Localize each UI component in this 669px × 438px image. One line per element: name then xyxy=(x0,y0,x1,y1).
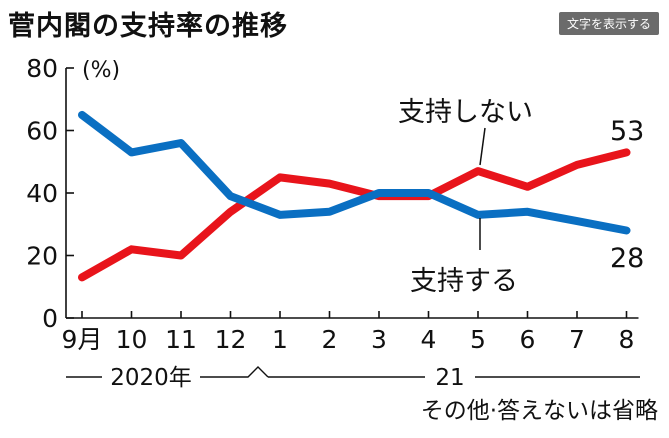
annotation-leader-disapprove xyxy=(479,127,486,166)
show-text-button[interactable]: 文字を表示する xyxy=(558,12,659,35)
x-tick-label: 10 xyxy=(116,325,148,354)
x-tick-label: 6 xyxy=(520,325,536,354)
x-tick-label: 8 xyxy=(619,325,635,354)
chart-title: 菅内閣の支持率の推移 xyxy=(8,11,288,42)
x-tick-label: 5 xyxy=(470,325,486,354)
year-label-2021: 21 xyxy=(435,365,464,391)
x-tick-label: 7 xyxy=(569,325,585,354)
y-tick-label: 20 xyxy=(26,242,58,271)
axes xyxy=(65,67,639,319)
series-line-disapprove xyxy=(78,148,631,282)
series-label-approve: 支持する xyxy=(410,266,518,297)
series-lines xyxy=(78,110,631,282)
y-tick-labels: 0 20 40 60 80 xyxy=(26,54,58,333)
end-value-disapprove: 53 xyxy=(610,116,644,147)
x-tick-label: 11 xyxy=(165,325,197,354)
y-tick-label: 40 xyxy=(26,179,58,208)
year-labels: 2020年 21 xyxy=(66,365,640,391)
series-annotations: 支持しない 支持する 53 28 xyxy=(398,97,644,297)
x-tick-label: 1 xyxy=(272,325,288,354)
series-label-disapprove: 支持しない xyxy=(398,97,533,128)
x-tick-label: 3 xyxy=(371,325,387,354)
footnote: その他·答えないは省略 xyxy=(421,398,658,424)
series-line-approve xyxy=(78,110,631,235)
y-tick-label: 0 xyxy=(42,304,58,333)
end-value-approve: 28 xyxy=(610,243,644,274)
x-tick-label: 2 xyxy=(322,325,338,354)
x-tick-labels: 9月 10 11 12 1 2 3 4 5 6 7 8 xyxy=(62,325,635,354)
x-tick-label: 12 xyxy=(215,325,247,354)
y-axis-unit: (%) xyxy=(82,58,120,83)
x-tick-label: 9月 xyxy=(62,325,103,354)
year-line-left-b xyxy=(200,366,269,378)
y-tick-label: 60 xyxy=(26,117,58,146)
year-label-2020: 2020年 xyxy=(110,365,192,391)
y-tick-label: 80 xyxy=(26,54,58,83)
x-tick-label: 4 xyxy=(421,325,437,354)
